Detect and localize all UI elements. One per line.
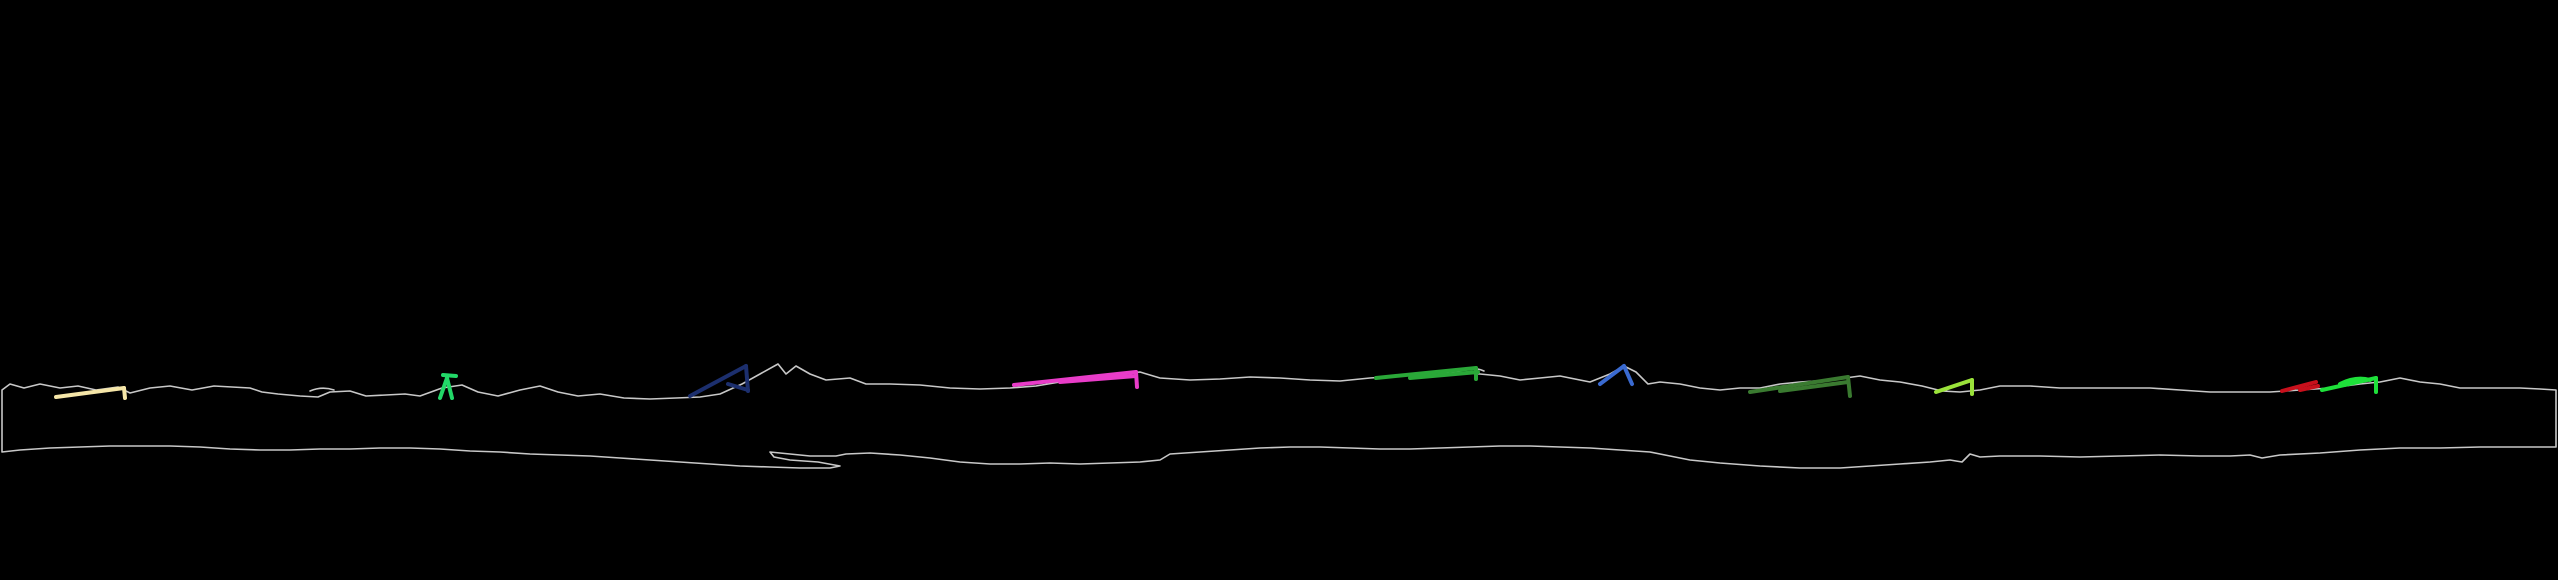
- marker-blue: [1598, 364, 1634, 386]
- marker-navy-stroke-3: [726, 382, 750, 392]
- marker-navy-stroke-1: [688, 364, 748, 398]
- marker-cream: [54, 386, 127, 400]
- marker-red-stroke-2: [2298, 384, 2320, 392]
- marker-cream-stroke-2: [122, 386, 127, 400]
- marker-spring-green: [438, 373, 458, 400]
- marker-bright-green: [2320, 376, 2378, 394]
- markers-layer: [54, 364, 2378, 400]
- marker-red-stroke-1: [2280, 380, 2318, 393]
- marker-spring-green-stroke-2: [445, 376, 454, 400]
- outline-notch-left: [309, 387, 335, 392]
- marker-green: [1374, 366, 1480, 381]
- marker-green-stroke-1: [1374, 366, 1478, 380]
- marker-dark-green-stroke-2: [1846, 375, 1852, 398]
- marker-lime: [1934, 378, 1974, 396]
- marker-navy: [688, 364, 750, 398]
- marker-blue-stroke-1: [1598, 364, 1626, 386]
- marker-magenta-stroke-3: [1058, 374, 1138, 384]
- marker-spring-green-stroke-3: [441, 373, 458, 378]
- marker-dark-green-stroke-3: [1778, 380, 1850, 393]
- marker-blue-stroke-2: [1622, 364, 1634, 386]
- marker-red: [2280, 380, 2320, 393]
- marker-navy-stroke-2: [744, 364, 750, 393]
- marker-dark-green-stroke-1: [1748, 375, 1850, 394]
- marker-cream-stroke-1: [54, 386, 126, 399]
- marker-magenta-stroke-1: [1012, 370, 1138, 387]
- marker-dark-green: [1748, 375, 1852, 398]
- marker-bright-green-stroke-3: [2338, 376, 2372, 386]
- marker-lime-stroke-1: [1934, 378, 1974, 394]
- marker-green-stroke-3: [1408, 370, 1480, 380]
- marker-magenta: [1012, 370, 1139, 389]
